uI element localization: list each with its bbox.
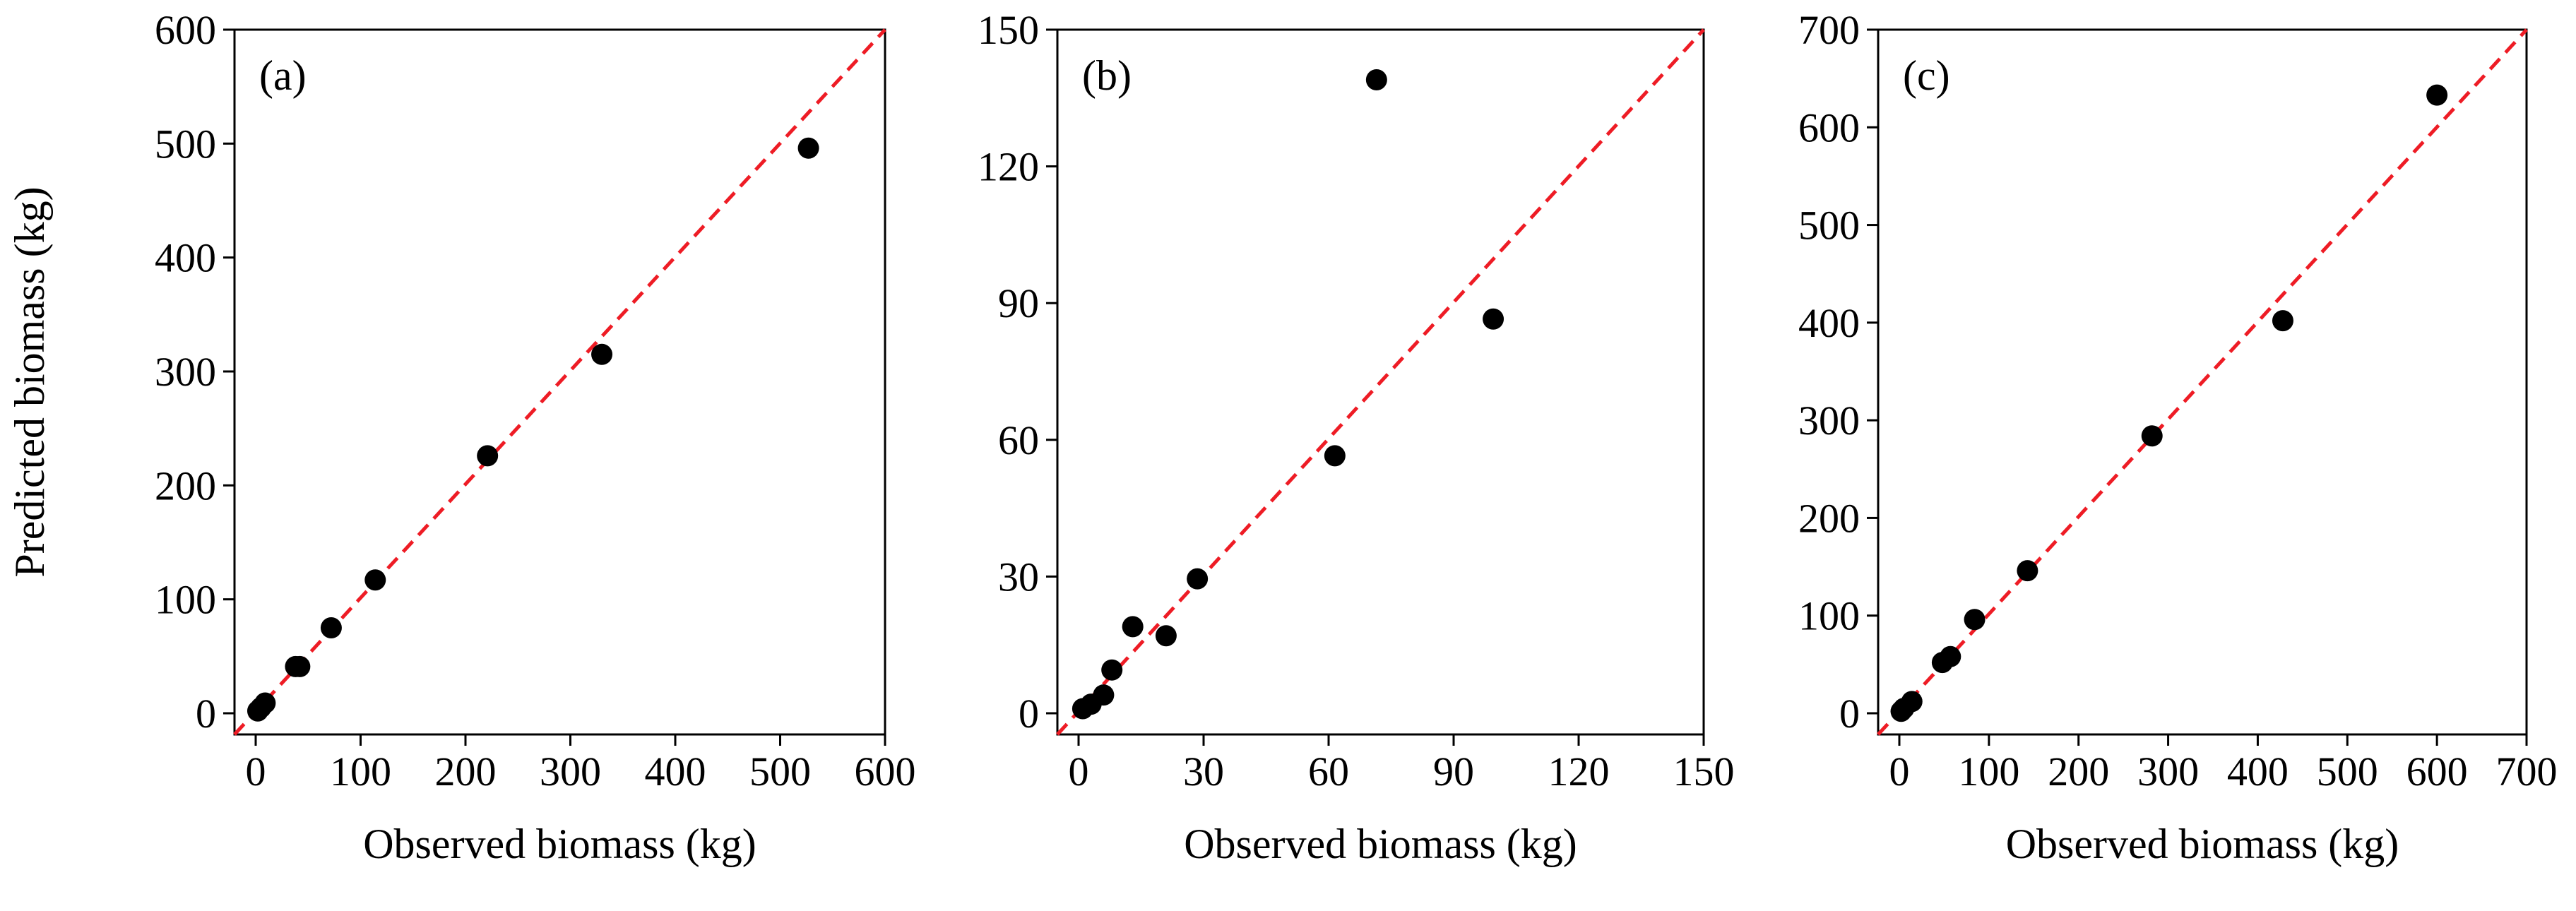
panel-b-x-tick-label: 120 — [1548, 749, 1610, 794]
panel-c-point-9 — [2426, 84, 2448, 106]
panel-b-y-tick-label: 0 — [1019, 691, 1039, 737]
panel-b-x-tick-label: 0 — [1069, 749, 1089, 794]
panel-a-point-4 — [289, 655, 311, 677]
panel-c-y-tick-label: 600 — [1798, 105, 1860, 150]
panel-c-y-tick-label: 500 — [1798, 203, 1860, 249]
panel-b-point-2 — [1093, 684, 1115, 706]
panel-b-y-tick-label: 150 — [978, 7, 1039, 53]
panel-b-x-axis-label: Observed biomass (kg) — [1184, 821, 1577, 867]
panel-a-point-2 — [254, 692, 276, 714]
panel-c-x-tick-label: 200 — [2048, 749, 2109, 794]
panel-c-y-tick-label: 100 — [1798, 593, 1860, 639]
panel-a-point-5 — [320, 617, 342, 638]
panel-a-y-tick-label: 0 — [196, 691, 216, 737]
panel-c-point-7 — [2141, 425, 2163, 447]
panel-b-point-7 — [1324, 445, 1346, 467]
panel-a-y-tick-label: 200 — [155, 463, 216, 508]
panel-a-y-tick-label: 300 — [155, 349, 216, 395]
panel-a-x-tick-label: 400 — [645, 749, 706, 794]
panel-b-point-8 — [1365, 69, 1387, 90]
panel-a-y-tick-label: 500 — [155, 121, 216, 167]
panel-c-x-tick-label: 700 — [2496, 749, 2558, 794]
panel-b-point-3 — [1101, 659, 1123, 681]
panel-c-x-tick-label: 100 — [1958, 749, 2019, 794]
panel-b-frame — [1056, 28, 1705, 736]
panel-c-point-8 — [2272, 310, 2293, 332]
panel-b-y-tick-label: 30 — [998, 554, 1039, 600]
y-axis-label: Predicted biomass (kg) — [6, 186, 53, 577]
panel-c-point-4 — [1940, 645, 1961, 667]
panel-a-y-tick-label: 400 — [155, 235, 216, 281]
panel-b-x-tick-label: 30 — [1183, 749, 1224, 794]
panel-c-y-tick-label: 200 — [1798, 495, 1860, 541]
panel-a-frame — [233, 28, 886, 736]
panel-c-label: (c) — [1903, 52, 1950, 99]
panel-c-point-6 — [2017, 560, 2038, 582]
panel-b-x-tick-label: 90 — [1433, 749, 1474, 794]
panel-b-point-4 — [1122, 616, 1144, 638]
panel-b-point-6 — [1187, 568, 1209, 590]
panel-a-x-tick-label: 100 — [330, 749, 391, 794]
panel-b-point-9 — [1483, 308, 1504, 330]
panel-c-y-tick-label: 300 — [1798, 398, 1860, 443]
panel-c-one-to-one-line — [1877, 28, 2528, 736]
panel-c-y-tick-label: 400 — [1798, 300, 1860, 346]
panel-a-point-7 — [477, 445, 499, 467]
panel-a-x-axis-label: Observed biomass (kg) — [363, 821, 756, 867]
panel-a-x-tick-label: 300 — [540, 749, 601, 794]
panel-c-point-5 — [1964, 609, 1986, 631]
panel-a-x-tick-label: 600 — [855, 749, 916, 794]
panel-b-y-tick-label: 90 — [998, 280, 1039, 326]
panel-c-y-tick-label: 0 — [1839, 691, 1860, 737]
panel-a-one-to-one-line — [233, 28, 886, 736]
panel-a-x-tick-label: 500 — [749, 749, 811, 794]
panel-c-x-axis-label: Observed biomass (kg) — [2006, 821, 2399, 867]
panel-b-x-tick-label: 60 — [1308, 749, 1349, 794]
panel-c-frame — [1877, 28, 2528, 736]
panel-c-point-2 — [1901, 691, 1923, 713]
panel-b-y-tick-label: 120 — [978, 144, 1039, 190]
panel-b-point-5 — [1155, 625, 1177, 647]
panel-a-point-6 — [364, 569, 386, 591]
panel-a-y-tick-label: 100 — [155, 577, 216, 623]
panel-c-x-tick-label: 400 — [2227, 749, 2289, 794]
panel-a-y-tick-label: 600 — [155, 7, 216, 53]
panel-b-x-tick-label: 150 — [1673, 749, 1735, 794]
panel-a-x-tick-label: 200 — [435, 749, 497, 794]
panel-c-y-tick-label: 700 — [1798, 7, 1860, 53]
panel-c-x-tick-label: 300 — [2137, 749, 2199, 794]
panel-c-x-tick-label: 600 — [2406, 749, 2468, 794]
panel-a-label: (a) — [259, 52, 307, 99]
panel-b-label: (b) — [1082, 52, 1132, 99]
panel-b-one-to-one-line — [1056, 28, 1705, 736]
panel-c-x-tick-label: 500 — [2317, 749, 2378, 794]
panel-a-point-9 — [797, 137, 819, 159]
panel-a-x-tick-label: 0 — [246, 749, 266, 794]
panel-a-point-8 — [591, 343, 613, 365]
panel-c-x-tick-label: 0 — [1889, 749, 1910, 794]
panel-b-y-tick-label: 60 — [998, 417, 1039, 463]
